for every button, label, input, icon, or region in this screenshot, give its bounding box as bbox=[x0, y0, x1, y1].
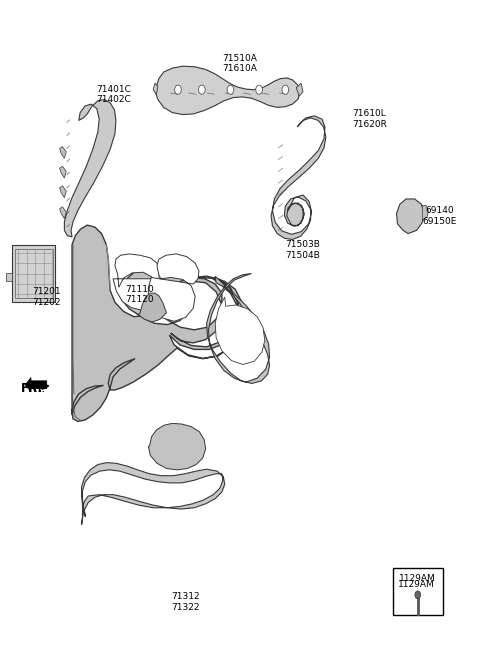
Text: 1129AM: 1129AM bbox=[398, 580, 435, 589]
Polygon shape bbox=[296, 83, 303, 97]
Circle shape bbox=[199, 85, 205, 95]
Text: 69140
69150E: 69140 69150E bbox=[422, 206, 456, 225]
Circle shape bbox=[415, 591, 420, 599]
Polygon shape bbox=[72, 225, 243, 421]
Text: 1129AM: 1129AM bbox=[399, 574, 436, 583]
Circle shape bbox=[227, 85, 234, 95]
Polygon shape bbox=[215, 297, 265, 365]
Polygon shape bbox=[206, 273, 270, 384]
Polygon shape bbox=[25, 378, 47, 392]
Circle shape bbox=[282, 85, 288, 95]
Polygon shape bbox=[6, 273, 12, 281]
Circle shape bbox=[256, 85, 263, 95]
Polygon shape bbox=[396, 199, 424, 234]
Polygon shape bbox=[271, 116, 326, 240]
Text: FR.: FR. bbox=[21, 382, 42, 396]
Polygon shape bbox=[137, 293, 167, 322]
Polygon shape bbox=[155, 66, 300, 114]
Bar bbox=[393, 568, 443, 615]
Polygon shape bbox=[60, 166, 66, 178]
Text: 71201
71202: 71201 71202 bbox=[33, 287, 61, 307]
Polygon shape bbox=[60, 207, 66, 219]
Polygon shape bbox=[64, 99, 116, 237]
Text: 71110
71120: 71110 71120 bbox=[125, 284, 154, 304]
Polygon shape bbox=[148, 423, 205, 470]
Text: 71503B
71504B: 71503B 71504B bbox=[285, 240, 320, 260]
Polygon shape bbox=[12, 245, 55, 302]
Polygon shape bbox=[60, 147, 66, 158]
Text: 71312
71322: 71312 71322 bbox=[171, 592, 199, 612]
Text: 71610L
71620R: 71610L 71620R bbox=[352, 110, 387, 129]
Polygon shape bbox=[113, 254, 160, 310]
Polygon shape bbox=[148, 254, 199, 321]
Polygon shape bbox=[422, 206, 429, 220]
Text: 71401C
71402C: 71401C 71402C bbox=[96, 85, 131, 104]
Text: 71510A
71610A: 71510A 71610A bbox=[223, 54, 257, 73]
Polygon shape bbox=[153, 83, 158, 95]
Text: FR.: FR. bbox=[28, 382, 46, 396]
Circle shape bbox=[175, 85, 181, 95]
Polygon shape bbox=[82, 463, 225, 525]
Polygon shape bbox=[60, 186, 66, 198]
